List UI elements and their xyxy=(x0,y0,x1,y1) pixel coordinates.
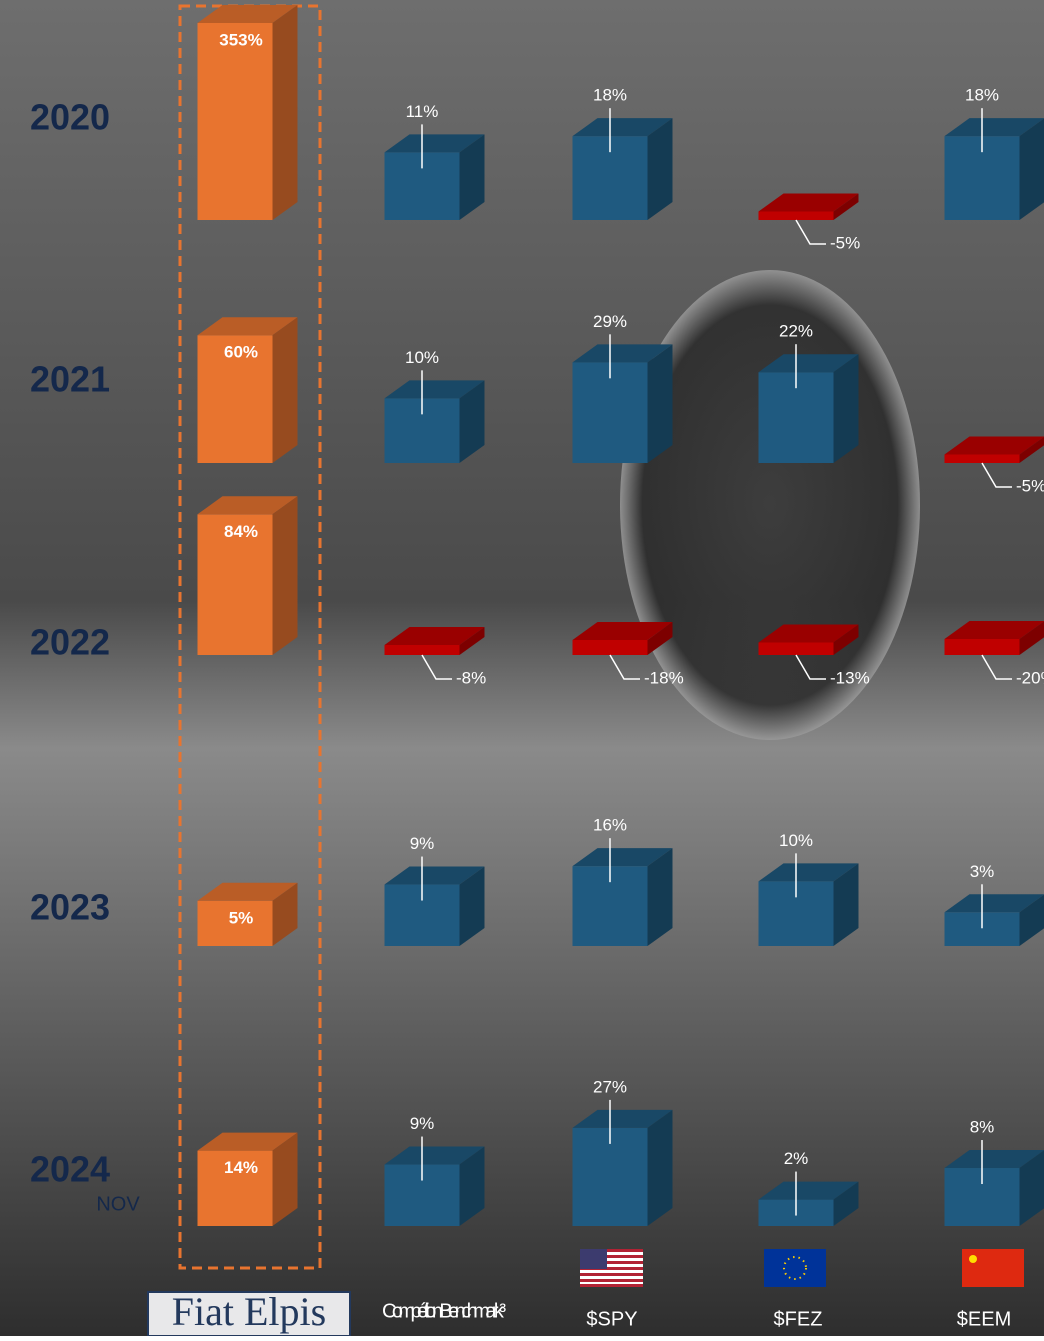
bar xyxy=(198,317,298,463)
value-label: 84% xyxy=(224,522,258,541)
bar xyxy=(198,1133,298,1226)
chart: 2020 2021 2022 2023 2024 NOV 353% 60% 84% 5% 14% 11… xyxy=(0,0,1044,1336)
flag-cn xyxy=(962,1249,1024,1287)
bar xyxy=(945,894,1044,946)
value-label: -18% xyxy=(644,668,684,687)
bar xyxy=(573,848,673,946)
flag-eu xyxy=(764,1249,826,1287)
bar-front xyxy=(759,212,834,221)
bar-side xyxy=(648,344,673,463)
value-label: 10% xyxy=(779,831,813,850)
value-label: 14% xyxy=(224,1158,258,1177)
bar xyxy=(759,863,859,946)
value-label: -20% xyxy=(1016,668,1044,687)
bar-front xyxy=(198,23,273,220)
value-label: 27% xyxy=(593,1077,627,1096)
bar xyxy=(759,354,859,463)
value-label: -5% xyxy=(830,233,860,252)
bar-side xyxy=(273,5,298,220)
bar-front xyxy=(573,640,648,655)
flag-us xyxy=(580,1249,643,1287)
year-label: 2020 xyxy=(30,97,110,138)
year-label: 2021 xyxy=(30,359,110,400)
value-label: 11% xyxy=(406,102,439,121)
logo-text: Fiat Elpis xyxy=(172,1289,326,1334)
legend-label: $EEM xyxy=(957,1308,1011,1330)
bar xyxy=(385,867,485,946)
value-label: 2% xyxy=(784,1149,809,1168)
bar-side xyxy=(834,354,859,463)
bar xyxy=(945,1150,1044,1226)
value-label: 22% xyxy=(779,322,813,341)
bar xyxy=(385,1147,485,1226)
value-label: 18% xyxy=(965,86,999,105)
legend-label: $SPY xyxy=(586,1308,637,1330)
bar xyxy=(573,1110,673,1226)
bar xyxy=(385,134,485,220)
legend-label: $FEZ xyxy=(774,1308,823,1330)
year-label: 2023 xyxy=(30,887,110,928)
value-label: 3% xyxy=(970,862,995,881)
bar-front xyxy=(759,643,834,656)
legend-label: Compétition Benchmark³ xyxy=(382,1300,506,1322)
page: 2020 2021 2022 2023 2024 NOV 353% 60% 84% 5% 14% 11… xyxy=(0,0,1044,1336)
value-label: -13% xyxy=(830,668,870,687)
value-label: 16% xyxy=(593,816,627,835)
value-label: -5% xyxy=(1016,476,1044,495)
value-label: 9% xyxy=(410,834,435,853)
bar-side xyxy=(648,1110,673,1226)
value-label: 60% xyxy=(224,343,258,362)
year-note: NOV xyxy=(96,1193,140,1215)
bar xyxy=(385,380,485,463)
value-label: 353% xyxy=(219,30,262,49)
bar-side xyxy=(273,496,298,655)
year-label: 2022 xyxy=(30,622,110,663)
bar xyxy=(573,344,673,463)
year-label: 2024 xyxy=(30,1149,110,1190)
bar xyxy=(573,118,673,220)
bar xyxy=(198,496,298,655)
value-label: 9% xyxy=(410,1114,435,1133)
bar-front xyxy=(945,455,1020,464)
bar-side xyxy=(273,317,298,463)
bar xyxy=(945,118,1044,220)
value-label: 29% xyxy=(593,312,627,331)
background xyxy=(0,0,1044,1336)
value-label: 5% xyxy=(229,908,254,927)
value-label: 8% xyxy=(970,1118,995,1137)
value-label: 18% xyxy=(593,86,627,105)
value-label: -8% xyxy=(456,668,486,687)
bar-front xyxy=(385,645,460,655)
bar-front xyxy=(945,639,1020,655)
value-label: 10% xyxy=(405,348,439,367)
